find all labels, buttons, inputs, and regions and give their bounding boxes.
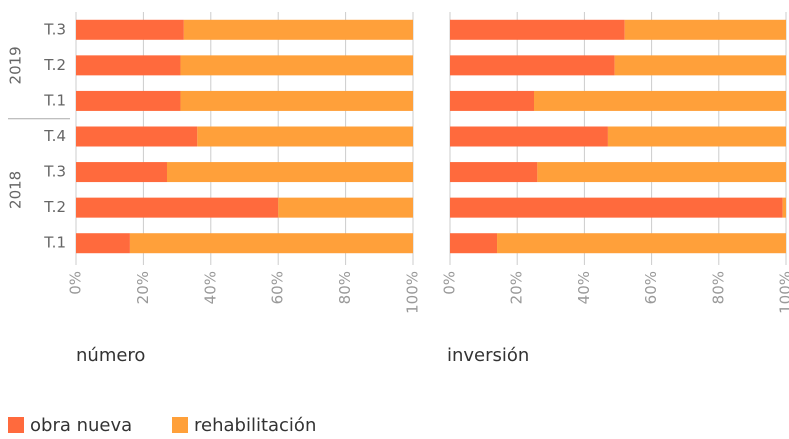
x-tick-label: 40% bbox=[201, 271, 219, 304]
category-label: T.3 bbox=[43, 20, 66, 38]
x-tick-label: 20% bbox=[134, 271, 152, 304]
x-tick-label: 60% bbox=[642, 271, 660, 304]
bar-segment bbox=[76, 55, 181, 76]
category-label: T.2 bbox=[43, 198, 66, 216]
bar-segment bbox=[180, 55, 413, 76]
x-tick-label: 40% bbox=[575, 271, 593, 304]
x-tick-label: 100% bbox=[777, 271, 789, 314]
bar-segment bbox=[76, 233, 130, 254]
legend-swatch bbox=[8, 417, 24, 433]
bar-segment bbox=[180, 90, 413, 111]
category-label: T.1 bbox=[43, 234, 66, 252]
bar-segment bbox=[450, 162, 538, 183]
bar-segment bbox=[450, 19, 625, 40]
category-label: T.3 bbox=[43, 163, 66, 181]
bar-segment bbox=[450, 90, 534, 111]
bar-segment bbox=[534, 90, 786, 111]
x-tick-label: 20% bbox=[508, 271, 526, 304]
x-tick-label: 80% bbox=[336, 271, 354, 304]
legend-label: rehabilitación bbox=[194, 415, 316, 436]
category-label: T.4 bbox=[43, 127, 66, 145]
bar-segment bbox=[537, 162, 786, 183]
category-label: T.2 bbox=[43, 56, 66, 74]
bar-segment bbox=[278, 197, 413, 218]
category-label: T.1 bbox=[43, 91, 66, 109]
bar-segment bbox=[183, 19, 413, 40]
bar-segment bbox=[76, 90, 181, 111]
bar-segment bbox=[76, 197, 279, 218]
bar-segment bbox=[76, 126, 198, 147]
bar-segment bbox=[607, 126, 786, 147]
x-tick-label: 80% bbox=[709, 271, 727, 304]
bar-segment bbox=[782, 197, 786, 218]
bar-segment bbox=[624, 19, 786, 40]
x-tick-label: 0% bbox=[441, 271, 459, 295]
bar-segment bbox=[129, 233, 414, 254]
bar-segment bbox=[450, 233, 498, 254]
bar-segment bbox=[76, 162, 167, 183]
bar-segment bbox=[76, 19, 184, 40]
x-tick-label: 0% bbox=[67, 271, 85, 295]
bar-segment bbox=[450, 197, 783, 218]
legend-label: obra nueva bbox=[30, 415, 132, 436]
x-tick-label: 100% bbox=[404, 271, 422, 314]
bar-segment bbox=[614, 55, 786, 76]
bar-segment bbox=[450, 126, 608, 147]
bar-segment bbox=[497, 233, 786, 254]
panel-title: número bbox=[76, 345, 145, 366]
group-label: 2018 bbox=[7, 171, 25, 209]
bar-segment bbox=[166, 162, 413, 183]
legend-swatch bbox=[172, 417, 188, 433]
panel-title: inversión bbox=[447, 345, 529, 366]
group-label: 2019 bbox=[7, 46, 25, 84]
x-tick-label: 60% bbox=[269, 271, 287, 304]
bar-segment bbox=[450, 55, 615, 76]
bar-segment bbox=[197, 126, 413, 147]
